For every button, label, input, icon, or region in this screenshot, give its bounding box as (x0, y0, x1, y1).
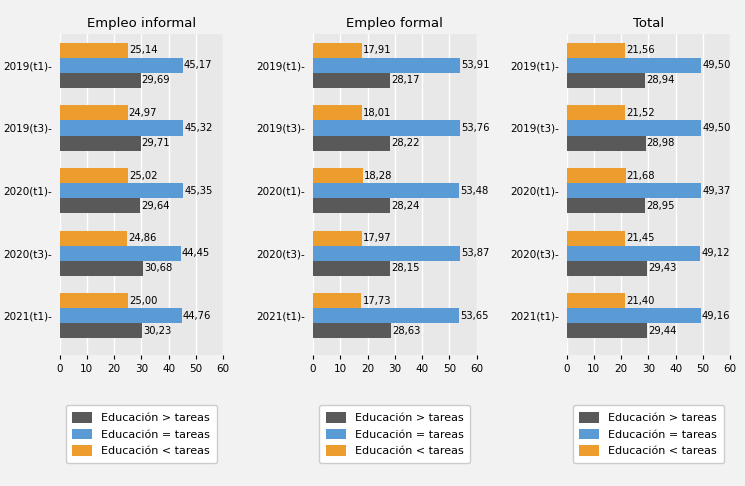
Bar (566, 73, 645, 88)
Bar (566, 231, 625, 246)
Bar (313, 309, 460, 324)
Text: 45,17: 45,17 (184, 60, 212, 70)
Bar (60, 58, 183, 73)
Text: 28,17: 28,17 (391, 75, 419, 86)
Text: 53,65: 53,65 (460, 311, 489, 321)
Text: 49,16: 49,16 (702, 311, 730, 321)
Text: 28,24: 28,24 (391, 201, 419, 210)
Text: 44,45: 44,45 (182, 248, 210, 258)
Text: 44,76: 44,76 (183, 311, 211, 321)
Bar (313, 121, 460, 136)
Bar (60, 136, 141, 151)
Bar (313, 198, 390, 213)
Text: 24,86: 24,86 (128, 233, 157, 243)
Bar (313, 58, 460, 73)
Bar (60, 231, 127, 246)
Bar (566, 43, 625, 58)
Text: 25,02: 25,02 (129, 171, 157, 181)
Bar (60, 324, 142, 338)
Text: 49,12: 49,12 (702, 248, 730, 258)
Bar (60, 309, 182, 324)
Text: 28,15: 28,15 (391, 263, 419, 273)
Text: 29,43: 29,43 (648, 263, 676, 273)
Text: 28,95: 28,95 (647, 201, 675, 210)
Bar (566, 121, 702, 136)
Bar (313, 324, 391, 338)
Legend: Educación > tareas, Educación = tareas, Educación < tareas: Educación > tareas, Educación = tareas, … (573, 405, 724, 463)
Legend: Educación > tareas, Educación = tareas, Educación < tareas: Educación > tareas, Educación = tareas, … (66, 405, 217, 463)
Text: 28,94: 28,94 (647, 75, 675, 86)
Text: 29,64: 29,64 (142, 201, 170, 210)
Text: 25,14: 25,14 (129, 45, 158, 55)
Title: Empleo informal: Empleo informal (87, 17, 196, 30)
Text: 21,45: 21,45 (626, 233, 655, 243)
Bar (313, 231, 362, 246)
Text: 21,56: 21,56 (627, 45, 655, 55)
Text: 28,22: 28,22 (391, 138, 419, 148)
Text: 17,73: 17,73 (363, 296, 391, 306)
Bar (313, 73, 390, 88)
Text: 30,68: 30,68 (145, 263, 173, 273)
Bar (566, 136, 646, 151)
Bar (60, 121, 183, 136)
Bar (60, 294, 127, 309)
Text: 21,52: 21,52 (627, 108, 655, 118)
Bar (566, 324, 647, 338)
Bar (313, 105, 362, 121)
Text: 18,01: 18,01 (364, 108, 392, 118)
Text: 49,50: 49,50 (703, 60, 731, 70)
Title: Empleo formal: Empleo formal (346, 17, 443, 30)
Text: 49,37: 49,37 (703, 186, 731, 196)
Text: 49,50: 49,50 (703, 123, 731, 133)
Text: 21,68: 21,68 (627, 171, 656, 181)
Bar (566, 261, 647, 276)
Bar (60, 43, 128, 58)
Bar (313, 43, 362, 58)
Bar (566, 294, 625, 309)
Text: 28,63: 28,63 (392, 326, 421, 336)
Text: 45,35: 45,35 (184, 186, 212, 196)
Text: 25,00: 25,00 (129, 296, 157, 306)
Bar (60, 183, 183, 198)
Text: 28,98: 28,98 (647, 138, 675, 148)
Text: 30,23: 30,23 (143, 326, 171, 336)
Bar (60, 73, 141, 88)
Bar (60, 198, 140, 213)
Text: 53,76: 53,76 (460, 123, 489, 133)
Text: 53,91: 53,91 (461, 60, 489, 70)
Text: 53,87: 53,87 (461, 248, 489, 258)
Text: 45,32: 45,32 (184, 123, 212, 133)
Bar (566, 168, 626, 183)
Bar (566, 183, 701, 198)
Text: 21,40: 21,40 (626, 296, 654, 306)
Text: 17,91: 17,91 (363, 45, 392, 55)
Bar (313, 136, 390, 151)
Bar (60, 261, 143, 276)
Bar (313, 168, 363, 183)
Bar (566, 105, 625, 121)
Text: 29,71: 29,71 (142, 138, 171, 148)
Bar (566, 246, 700, 261)
Bar (60, 246, 181, 261)
Bar (313, 261, 390, 276)
Bar (60, 105, 127, 121)
Title: Total: Total (633, 17, 664, 30)
Bar (313, 294, 361, 309)
Bar (60, 168, 128, 183)
Bar (566, 198, 645, 213)
Text: 53,48: 53,48 (460, 186, 488, 196)
Legend: Educación > tareas, Educación = tareas, Educación < tareas: Educación > tareas, Educación = tareas, … (320, 405, 470, 463)
Text: 18,28: 18,28 (364, 171, 393, 181)
Bar (566, 58, 702, 73)
Text: 29,69: 29,69 (142, 75, 171, 86)
Text: 17,97: 17,97 (363, 233, 392, 243)
Bar (313, 246, 460, 261)
Text: 24,97: 24,97 (129, 108, 157, 118)
Text: 29,44: 29,44 (648, 326, 676, 336)
Bar (566, 309, 700, 324)
Bar (313, 183, 459, 198)
